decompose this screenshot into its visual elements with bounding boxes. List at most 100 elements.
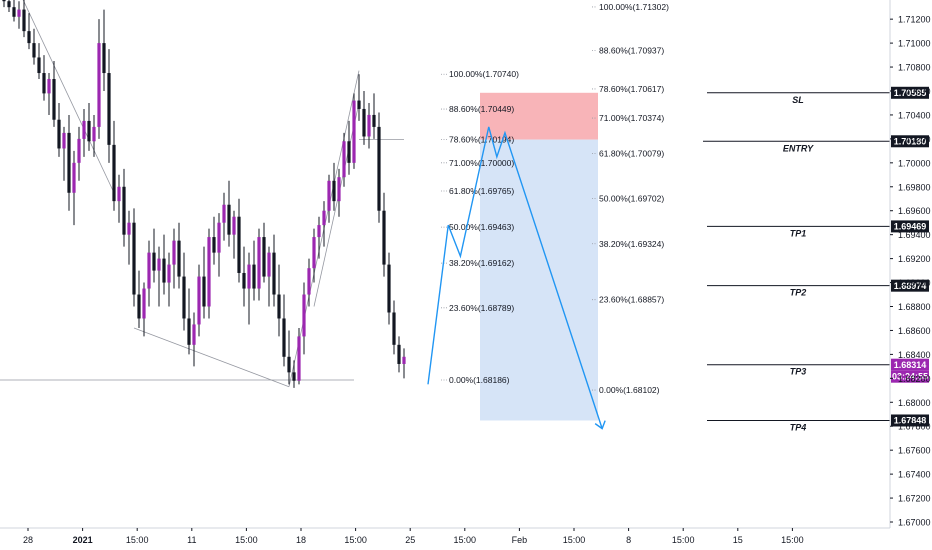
candle-body [312, 237, 316, 269]
fib-label: 38.20%(1.69162) [449, 258, 514, 268]
countdown-badge [891, 370, 929, 383]
time-axis[interactable]: 28 2021 15:00 11 15:00 18 15:00 25 15:00 Feb 15:00… [0, 527, 890, 545]
tp4-price-badge-text: 1.67848 [894, 416, 927, 426]
time-tick-label: 15 [733, 535, 743, 545]
trend-line [22, 0, 115, 193]
candle-body [92, 126, 96, 142]
entry-price-badge [891, 135, 929, 148]
fibonacci-levels: 100.00%(1.70740) 88.60%(1.70449) 78.60%(1.… [441, 2, 669, 395]
candle-body [237, 216, 241, 273]
candlestick-series [2, 0, 406, 388]
time-tick-label: 15:00 [126, 535, 149, 545]
candle-body [82, 120, 86, 139]
candle-body [67, 132, 71, 193]
candle-body [127, 222, 131, 235]
candle-body [357, 100, 361, 109]
tp3-price-badge-text: 1.68314 [894, 360, 927, 370]
candle-body [292, 372, 296, 381]
tp2-price-badge [891, 279, 929, 292]
fib-label: 61.80%(1.70079) [599, 148, 664, 158]
fib-label: 0.00%(1.68186) [449, 375, 510, 385]
candle-body [322, 210, 326, 226]
price-tick-label: 1.68600 [898, 326, 931, 336]
trend-line [313, 102, 360, 307]
time-tick-label: 15:00 [781, 535, 804, 545]
candle-body [342, 141, 346, 178]
price-tick-label: 1.70400 [898, 110, 931, 120]
candle-body [32, 43, 36, 58]
price-tick-label: 1.69000 [898, 278, 931, 288]
price-tick-label: 1.70200 [898, 134, 931, 144]
projection-line [427, 126, 603, 429]
candle-body [287, 356, 291, 373]
candle-body [162, 258, 166, 283]
tp1-price-badge [891, 220, 929, 233]
candle-body [132, 222, 136, 295]
price-tick-label: 1.67200 [898, 494, 931, 504]
candle-body [107, 73, 111, 145]
countdown-timer: 03:24:55 [892, 372, 928, 382]
candle-body [372, 114, 376, 127]
candle-body [217, 222, 221, 253]
candle-body [52, 79, 56, 120]
fib-label: 78.60%(1.70194) [449, 135, 514, 145]
candle-body [252, 264, 256, 289]
tp1-price-badge-text: 1.69469 [894, 222, 927, 232]
candle-body [317, 225, 321, 238]
time-tick-label: 8 [626, 535, 631, 545]
candle-body [102, 43, 106, 74]
candle-body [147, 252, 151, 289]
fib-label: 50.00%(1.69463) [449, 222, 514, 232]
candle-body [277, 294, 281, 319]
tp2-price-badge-text: 1.68974 [894, 281, 927, 291]
candle-body [262, 237, 266, 277]
price-tick-label: 1.67600 [898, 446, 931, 456]
candle-body [62, 132, 66, 149]
tp3-price-badge [891, 358, 929, 371]
candle-body [57, 119, 61, 149]
price-tick-label: 1.67400 [898, 470, 931, 480]
candle-body [302, 294, 306, 337]
fib-label: 88.60%(1.70449) [449, 104, 514, 114]
reward-zone [480, 139, 598, 421]
fib-label: 88.60%(1.70937) [599, 46, 664, 56]
price-axis[interactable]: 1.71200 1.71000 1.70800 1.70600 1.70400 1.702… [889, 0, 931, 528]
trend-line [133, 327, 290, 388]
candle-body [87, 120, 91, 142]
fib-label: 100.00%(1.71302) [599, 2, 669, 12]
fib-label: 23.60%(1.68789) [449, 303, 514, 313]
fib-label: 71.00%(1.70000) [449, 158, 514, 168]
candle-body [352, 100, 356, 163]
time-tick-label: 28 [23, 535, 33, 545]
position-zones [480, 92, 598, 421]
candle-body [242, 272, 246, 289]
candle-body [282, 318, 286, 357]
candle-body [347, 141, 351, 163]
candle-body [197, 276, 201, 325]
price-tick-label: 1.70600 [898, 86, 931, 96]
candle-body [177, 240, 181, 277]
fib-label: 38.20%(1.69324) [599, 239, 664, 249]
candle-body [167, 264, 171, 283]
fib-label: 78.60%(1.70617) [599, 84, 664, 94]
time-tick-label: 15:00 [235, 535, 258, 545]
entry-price-badge-text: 1.70180 [894, 136, 927, 146]
projection-path [427, 126, 606, 430]
sl-price-badge [891, 86, 929, 99]
candle-body [12, 7, 16, 17]
fib-label: 50.00%(1.69702) [599, 194, 664, 204]
tp3-label: TP3 [790, 367, 807, 377]
candle-body [192, 324, 196, 345]
candle-body [227, 204, 231, 235]
candle-body [362, 108, 366, 137]
candle-body [2, 0, 6, 2]
price-tick-label: 1.67000 [898, 518, 931, 528]
candle-body [337, 177, 341, 202]
candle-body [247, 264, 251, 289]
entry-label: ENTRY [783, 143, 814, 153]
candle-body [7, 1, 11, 8]
candle-body [142, 288, 146, 319]
candle-body [382, 210, 386, 265]
